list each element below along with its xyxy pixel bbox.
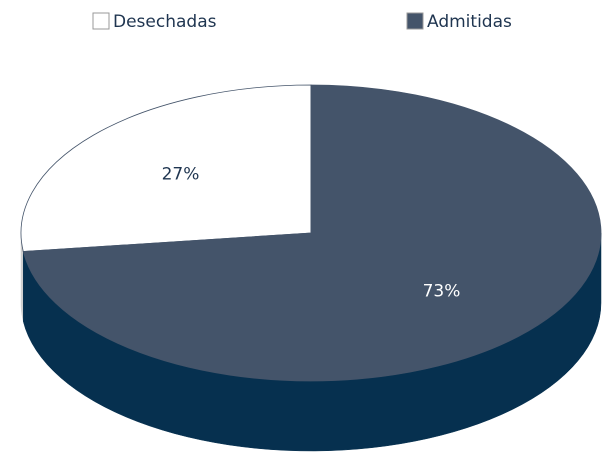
slice [22,84,602,382]
data-label: 27% [162,164,200,184]
legend-label: Desechadas [113,12,217,32]
legend-swatch [92,12,110,30]
data-label: 73% [423,282,461,302]
slice [20,84,312,252]
legend-swatch [406,12,424,30]
legend-label: Admitidas [427,12,512,32]
